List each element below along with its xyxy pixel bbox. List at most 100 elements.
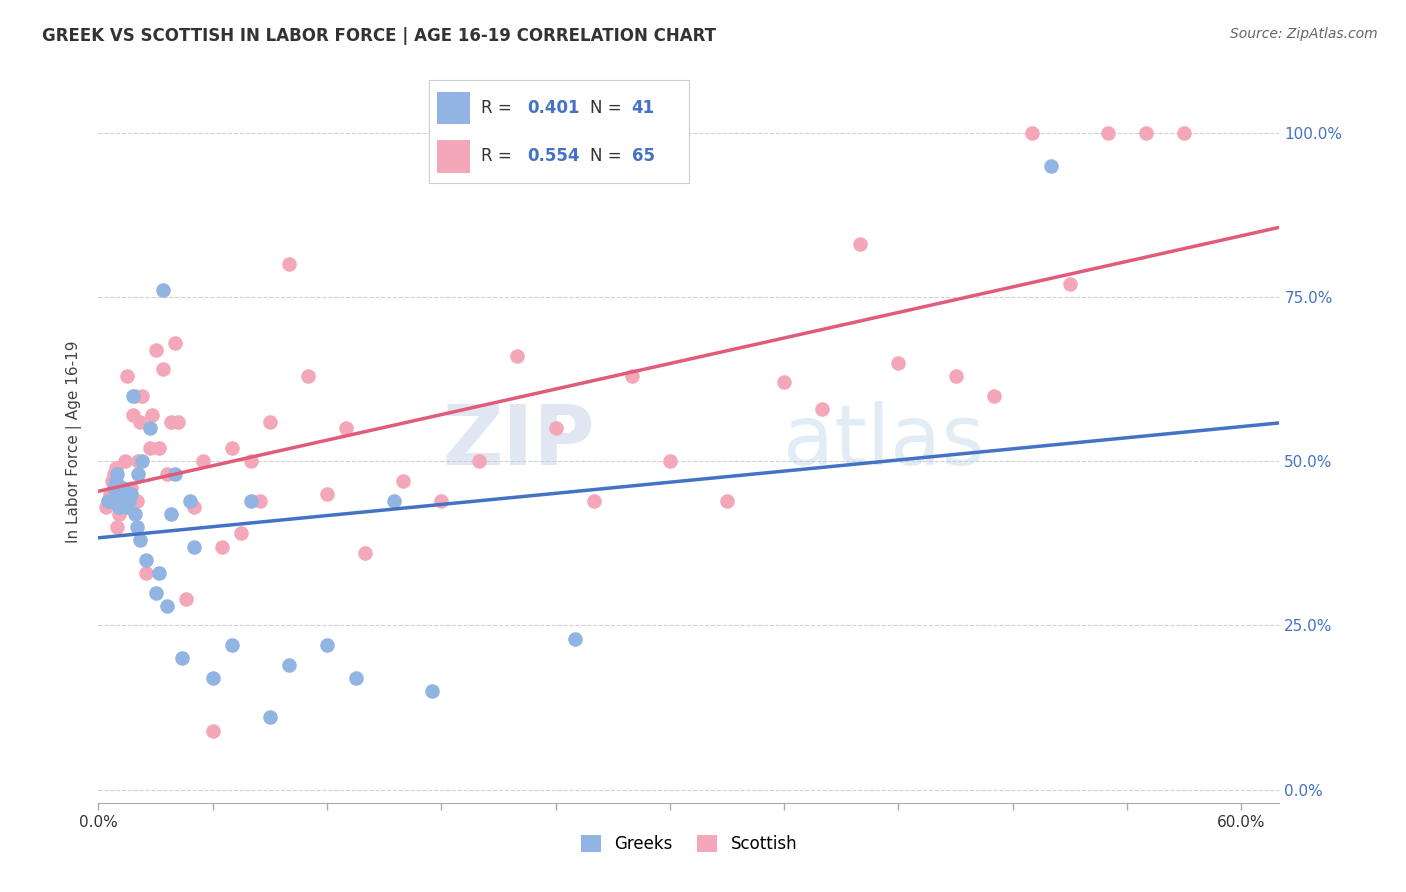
Point [103, 481, 125, 495]
Point [139, 441, 162, 455]
Point [139, 421, 162, 435]
Point [716, 493, 738, 508]
Point [620, 368, 643, 383]
Point [420, 684, 443, 698]
Point [97, 493, 120, 508]
Point [114, 454, 136, 468]
Point [110, 493, 132, 508]
Point [129, 533, 152, 547]
Point [152, 362, 174, 376]
Point [354, 546, 377, 560]
Point [1059, 277, 1081, 291]
Point [430, 493, 453, 508]
Point [107, 481, 129, 495]
Point [141, 409, 163, 423]
Text: 41: 41 [631, 99, 655, 117]
Text: Source: ZipAtlas.com: Source: ZipAtlas.com [1230, 27, 1378, 41]
Point [392, 474, 415, 488]
Bar [437, 140, 471, 173]
Point [131, 454, 153, 468]
Bar [437, 92, 471, 124]
Point [114, 487, 136, 501]
Point [316, 487, 339, 501]
Point [773, 376, 796, 390]
Text: 0.401: 0.401 [527, 99, 581, 117]
Point [135, 566, 157, 580]
Point [110, 493, 132, 508]
Point [145, 343, 167, 357]
Text: GREEK VS SCOTTISH IN LABOR FORCE | AGE 16-19 CORRELATION CHART: GREEK VS SCOTTISH IN LABOR FORCE | AGE 1… [42, 27, 716, 45]
Point [124, 507, 146, 521]
Point [118, 500, 141, 515]
Point [239, 493, 262, 508]
Legend: Greeks, Scottish: Greeks, Scottish [574, 828, 804, 860]
Point [183, 500, 205, 515]
Point [201, 723, 224, 738]
Point [887, 356, 910, 370]
Point [582, 493, 605, 508]
Point [658, 454, 681, 468]
Point [125, 520, 148, 534]
Point [221, 441, 243, 455]
Point [201, 671, 224, 685]
Point [159, 415, 181, 429]
Point [112, 487, 135, 501]
Point [120, 481, 142, 495]
Y-axis label: In Labor Force | Age 16-19: In Labor Force | Age 16-19 [66, 340, 83, 543]
Point [100, 474, 122, 488]
Point [115, 368, 138, 383]
Point [259, 710, 281, 724]
Text: atlas: atlas [783, 401, 986, 482]
Point [108, 500, 131, 515]
Point [297, 368, 319, 383]
Point [1173, 126, 1195, 140]
Point [1135, 126, 1157, 140]
Point [100, 493, 122, 508]
Point [259, 415, 281, 429]
Point [231, 526, 253, 541]
Point [148, 566, 170, 580]
Point [1039, 159, 1062, 173]
Point [211, 540, 233, 554]
Point [564, 632, 586, 646]
Point [125, 493, 148, 508]
Point [103, 467, 125, 482]
Point [104, 474, 127, 488]
Point [277, 257, 299, 271]
Point [344, 671, 367, 685]
Point [811, 401, 834, 416]
Point [174, 592, 197, 607]
Point [127, 454, 149, 468]
Point [382, 493, 405, 508]
Text: N =: N = [591, 147, 627, 165]
Point [506, 349, 529, 363]
Point [183, 540, 205, 554]
Point [544, 421, 567, 435]
Point [112, 481, 135, 495]
Point [167, 415, 190, 429]
Point [131, 388, 153, 402]
Point [221, 638, 243, 652]
Point [163, 336, 186, 351]
Point [108, 507, 131, 521]
Point [277, 657, 299, 672]
Point [121, 409, 143, 423]
Point [1021, 126, 1043, 140]
Point [249, 493, 271, 508]
Point [98, 487, 121, 501]
Point [97, 493, 120, 508]
Point [118, 493, 141, 508]
Point [107, 467, 129, 482]
Point [121, 388, 143, 402]
Point [983, 388, 1005, 402]
Text: R =: R = [481, 99, 517, 117]
Point [172, 651, 194, 665]
Point [193, 454, 215, 468]
Point [239, 454, 262, 468]
Point [945, 368, 967, 383]
Point [145, 585, 167, 599]
Text: N =: N = [591, 99, 627, 117]
Point [120, 487, 142, 501]
Point [104, 460, 127, 475]
Text: ZIP: ZIP [441, 401, 595, 482]
